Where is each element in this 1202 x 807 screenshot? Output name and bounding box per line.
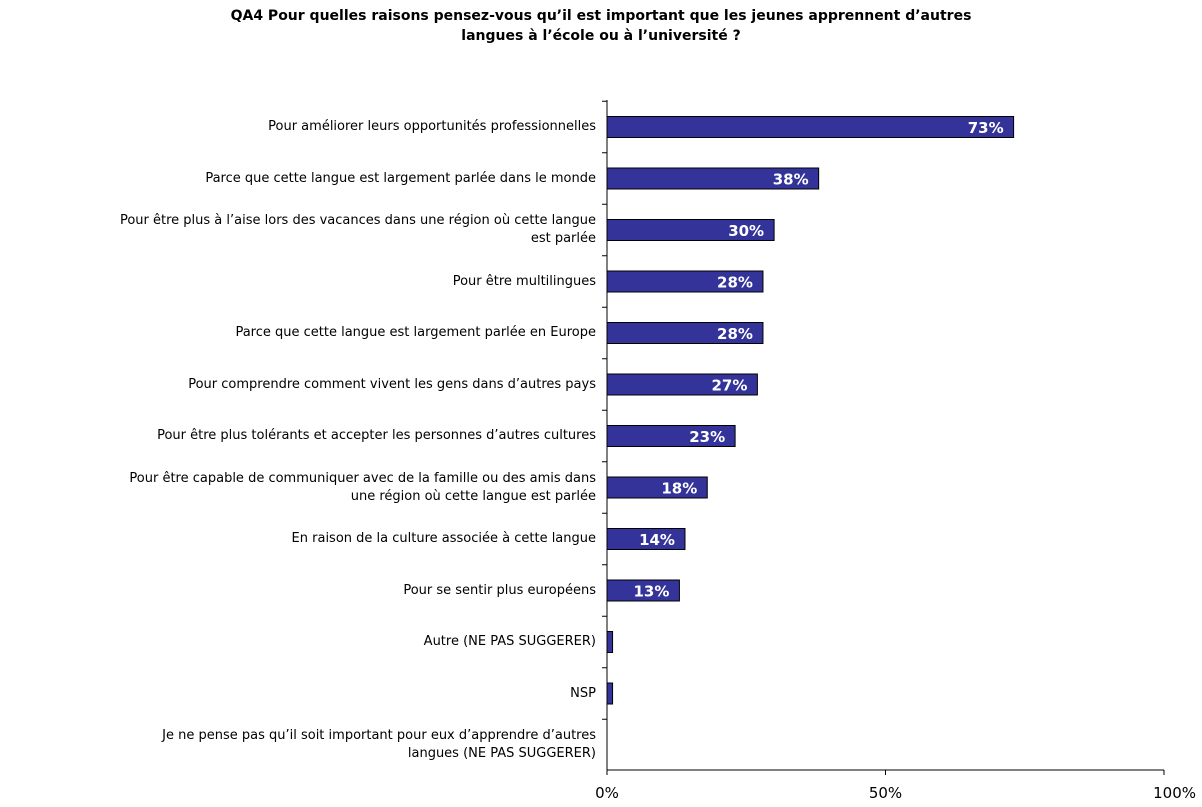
category-label-line: langues (NE PAS SUGGERER) — [407, 746, 596, 761]
x-tick-label: 100% — [1153, 784, 1196, 802]
chart-title: QA4 Pour quelles raisons pensez-vous qu’… — [0, 6, 1202, 46]
category-label: NSP — [0, 685, 596, 703]
bar-value-label: 73% — [968, 119, 1004, 137]
bar-value-label: 13% — [634, 583, 670, 601]
category-label-line: Parce que cette langue est largement par… — [235, 325, 596, 340]
bar-value-label: 38% — [773, 171, 809, 189]
bar — [606, 116, 1015, 138]
bar — [606, 631, 614, 653]
category-label: Pour être multilingues — [0, 273, 596, 291]
category-label-line: est parlée — [530, 231, 596, 246]
category-label-line: Pour être capable de communiquer avec de… — [129, 470, 596, 486]
category-label-line: Je ne pense pas qu’il soit important pou… — [162, 728, 596, 743]
category-label-line: Pour comprendre comment vivent les gens … — [188, 376, 596, 392]
category-label-line: NSP — [570, 685, 596, 701]
category-label: Pour se sentir plus européens — [0, 582, 596, 600]
category-label-line: En raison de la culture associée à cette… — [291, 531, 596, 546]
category-label: Pour être plus tolérants et accepter les… — [0, 427, 596, 445]
x-tick-label: 0% — [595, 784, 619, 802]
category-label-line: Autre (NE PAS SUGGERER) — [423, 634, 596, 649]
x-tick-label: 50% — [869, 784, 902, 802]
category-label-line: Parce que cette langue est largement par… — [205, 170, 596, 186]
category-label: Pour être plus à l’aise lors des vacance… — [0, 212, 596, 248]
category-label-line: Pour être multilingues — [452, 273, 596, 289]
bar — [606, 682, 614, 705]
category-label-line: Pour être plus à l’aise lors des vacance… — [119, 213, 596, 228]
category-label-line: Pour améliorer leurs opportunités profes… — [268, 119, 596, 134]
bar-value-label: 28% — [717, 325, 753, 343]
chart-title-line-1: QA4 Pour quelles raisons pensez-vous qu’… — [230, 8, 972, 24]
category-label: En raison de la culture associée à cette… — [0, 530, 596, 548]
category-label: Pour améliorer leurs opportunités profes… — [0, 118, 596, 136]
bar-value-label: 23% — [689, 428, 725, 446]
bar-value-label: 27% — [711, 377, 747, 395]
category-label: Pour comprendre comment vivent les gens … — [0, 376, 596, 394]
category-label-line: Pour se sentir plus européens — [403, 582, 596, 598]
category-label: Parce que cette langue est largement par… — [0, 170, 596, 188]
bar-value-label: 14% — [639, 531, 675, 549]
category-label: Autre (NE PAS SUGGERER) — [0, 633, 596, 651]
bars-group: 73% 38% 30% 28% 28% 27% 23% 18% 14% 13% — [606, 116, 1015, 705]
bar-value-label: 18% — [661, 480, 697, 498]
category-label-line: Pour être plus tolérants et accepter les… — [157, 428, 596, 443]
chart-title-line-2: langues à l’école ou à l’université ? — [461, 28, 741, 44]
category-label: Pour être capable de communiquer avec de… — [0, 470, 596, 506]
axes-group: 0% 50% 100% — [595, 100, 1196, 802]
category-label: Parce que cette langue est largement par… — [0, 324, 596, 342]
bar-value-label: 28% — [717, 274, 753, 292]
bar-value-label: 30% — [728, 222, 764, 240]
category-label-line: une région où cette langue est parlée — [350, 488, 596, 504]
category-label: Je ne pense pas qu’il soit important pou… — [0, 727, 596, 763]
